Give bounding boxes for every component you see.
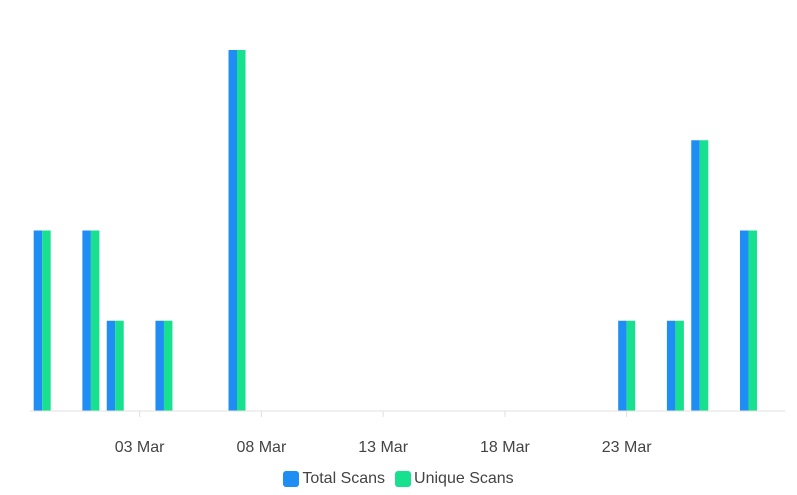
legend-label-total-scans: Total Scans [302, 470, 386, 487]
x-axis-ticks: 03 Mar 08 Mar 13 Mar 18 Mar 23 Mar [115, 411, 652, 456]
x-tick-label: 13 Mar [358, 439, 408, 456]
bar-unique-scans-25-mar[interactable] [675, 320, 684, 411]
legend-item-total-scans[interactable]: Total Scans [283, 470, 385, 488]
bar-unique-scans-04-mar[interactable] [163, 320, 173, 411]
bar-unique-scans-26-mar[interactable] [699, 140, 709, 411]
x-tick-label: 23 Mar [602, 439, 652, 456]
legend-item-unique-scans[interactable]: Unique Scans [395, 470, 514, 488]
bars-layer [33, 50, 757, 412]
legend: Total Scans Unique Scans [0, 467, 797, 491]
legend-swatch-total-scans [283, 471, 300, 487]
bar-total-scans-07-mar[interactable] [228, 50, 238, 411]
bar-total-scans-23-mar[interactable] [618, 320, 627, 411]
x-tick-label: 03 Mar [115, 439, 165, 456]
bar-unique-scans-07-mar[interactable] [237, 50, 246, 411]
x-tick-label: 08 Mar [236, 439, 286, 456]
legend-swatch-unique-scans [395, 471, 412, 487]
bar-unique-scans-01-mar[interactable] [90, 230, 100, 412]
x-tick-label: 18 Mar [480, 439, 530, 456]
bar-unique-scans-28-mar[interactable] [748, 230, 757, 412]
bar-total-scans-26-mar[interactable] [691, 140, 700, 411]
bar-unique-scans-23-mar[interactable] [626, 320, 636, 411]
bar-total-scans-02-mar[interactable] [106, 320, 116, 411]
bar-unique-scans-02-mar[interactable] [115, 320, 124, 411]
bar-total-scans-04-mar[interactable] [155, 320, 164, 411]
bar-total-scans-01-mar[interactable] [82, 230, 91, 412]
bar-total-scans-28-mar[interactable] [739, 230, 749, 412]
bar-total-scans-27-feb[interactable] [33, 230, 43, 412]
legend-label-unique-scans: Unique Scans [414, 470, 514, 487]
bar-total-scans-25-mar[interactable] [666, 320, 676, 411]
bar-unique-scans-27-feb[interactable] [42, 230, 51, 412]
